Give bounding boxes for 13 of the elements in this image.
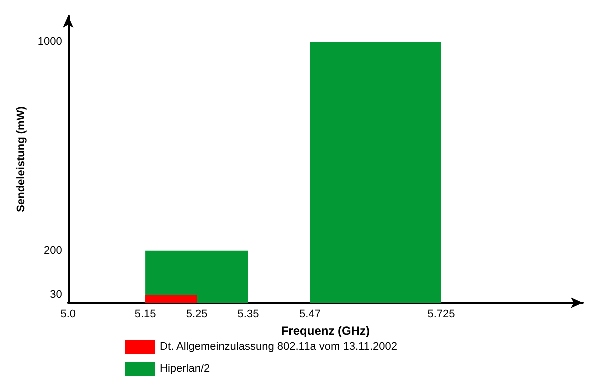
y-axis-title: Sendeleistung (mW) (16, 106, 28, 212)
legend-label: Dt. Allgemeinzulassung 802.11a vom 13.11.2002 (160, 341, 398, 353)
legend-label: Hiperlan/2 (160, 363, 210, 375)
x-tick-label: 5.35 (238, 308, 260, 320)
x-tick-label: 5.47 (300, 308, 321, 320)
y-tick-label: 30 (50, 289, 62, 302)
y-tick-label: 200 (44, 244, 62, 257)
x-tick-label: 5.15 (134, 308, 156, 320)
x-axis-title: Frequenz (GHz) (281, 324, 370, 338)
x-tick-label: 5.725 (428, 308, 456, 320)
x-tick-label: 5.25 (186, 308, 208, 320)
y-tick-label: 1000 (38, 36, 62, 48)
x-tick-label: 5.0 (60, 308, 76, 320)
